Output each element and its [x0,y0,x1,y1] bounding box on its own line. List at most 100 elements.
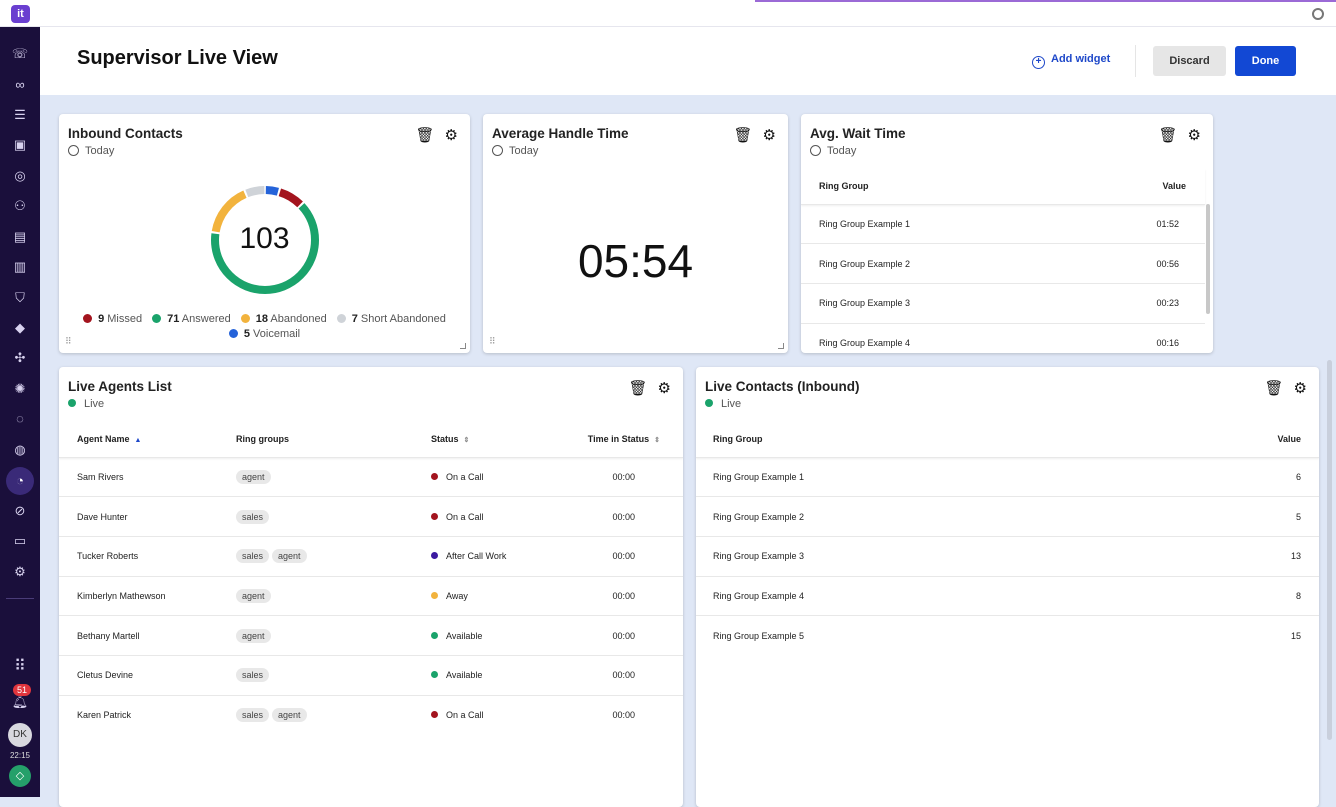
resize-handle-icon[interactable] [778,343,784,349]
widget-title: Inbound Contacts [68,126,183,141]
gear-icon[interactable]: ⚙ [657,380,671,397]
sidebar-item-shield-icon[interactable]: ⛉ [15,290,25,305]
column-header-status[interactable]: Status ⇕ [431,421,568,457]
gear-icon[interactable]: ⚙ [1187,127,1201,144]
status-cell: After Call Work [431,535,568,577]
resize-handle-icon[interactable] [460,343,466,349]
column-header-time-in-status[interactable]: Time in Status ⇕ [568,421,683,457]
broadcast-icon[interactable] [1312,8,1324,20]
sidebar-item-clipboard-icon[interactable]: ▤ [13,229,27,244]
sidebar-item-team-icon[interactable]: ⚇ [14,198,26,213]
status-dot-icon [431,671,438,679]
status-diamond-icon[interactable]: ◇ [9,765,31,787]
ring-group-cell: Ring Group Example 1 [696,456,1147,497]
ring-group-chip: sales [236,549,270,564]
sidebar-item-chat-icon[interactable]: ◌ [16,411,24,426]
ring-group-chip: agent [236,469,271,484]
drag-handle-icon[interactable]: ⠿ [65,336,72,346]
done-button[interactable]: Done [1235,46,1296,76]
value-cell: 00:56 [1080,243,1205,284]
sidebar-item-calls-icon[interactable]: ☏ [11,46,29,61]
column-header[interactable]: Ring Group [819,180,869,191]
widget-tools: 🗑︎ ⚙ [1149,126,1202,144]
sidebar-item-briefcase-icon[interactable]: ▭ [13,533,27,548]
status-cell: Available [431,615,568,656]
column-header[interactable]: Ring Group [713,433,763,444]
add-widget-button[interactable]: + Add widget [1032,53,1110,69]
table-row[interactable]: Ring Group Example 3 13 [696,535,1319,577]
table-row[interactable]: Ring Group Example 4 00:16 [801,322,1205,353]
avatar[interactable]: DK [8,723,32,747]
value-cell: 8 [1146,575,1319,616]
legend-label: Short Abandoned [360,313,446,325]
drag-handle-icon[interactable]: ⠿ [489,336,496,346]
sidebar-item-ai-icon[interactable]: ✺ [14,381,26,396]
trash-icon[interactable]: 🗑︎ [1264,380,1284,397]
column-header-agent-name[interactable]: Agent Name ▲ [59,421,236,457]
live-status: Live [705,398,741,410]
widget-title: Avg. Wait Time [810,126,906,141]
legend-item: 71 Answered [152,312,231,327]
ring-group-cell: Ring Group Example 2 [696,496,1147,537]
page-header: Supervisor Live View + Add widget Discard… [40,27,1336,95]
sidebar-item-book-icon[interactable]: ▥ [13,259,27,274]
sidebar-item-voicemail-icon[interactable]: ∞ [15,77,25,92]
sidebar-item-headset-icon[interactable]: ◎ [14,168,26,183]
trash-icon[interactable]: 🗑︎ [1158,127,1178,144]
period-label: Today [827,145,857,157]
gear-icon[interactable]: ⚙ [762,127,776,144]
live-contacts-widget: Live Contacts (Inbound) Live 🗑︎ ⚙ Ring Gr… [696,367,1319,807]
legend-count: 18 [255,313,268,325]
table-row[interactable]: Tucker Roberts sales agent After Call Work 0… [59,535,683,577]
table-row[interactable]: Dave Hunter sales On a Call 00:00 [59,496,683,537]
legend-count: 71 [167,313,180,325]
discard-button[interactable]: Discard [1153,46,1226,76]
table-row[interactable]: Cletus Devine sales Available 00:00 [59,654,683,696]
sidebar-item-compass-icon[interactable]: ⊘ [14,503,26,518]
gear-icon[interactable]: ⚙ [1293,380,1307,397]
legend-item: 7 Short Abandoned [336,312,446,327]
sidebar-item-live-view-icon[interactable]: ◔ [6,467,34,495]
period-label: Today [509,145,539,157]
plus-circle-icon: + [1032,56,1045,69]
column-header[interactable]: Value [1277,433,1301,444]
trash-icon[interactable]: 🗑︎ [415,127,435,144]
sidebar-item-analytics-icon[interactable]: ✣ [14,350,26,365]
sidebar-item-messages-icon[interactable]: ◍ [14,442,26,457]
clock-icon [68,145,79,156]
time-in-status-cell: 00:00 [568,456,683,497]
sidebar-item-settings-icon[interactable]: ⚙ [14,564,26,579]
sidebar-item-integrations-icon[interactable]: ◆ [15,320,25,335]
scrollbar[interactable] [1206,204,1210,314]
table-row[interactable]: Kimberlyn Mathewson agent Away 00:00 [59,575,683,616]
column-header[interactable]: Value [1162,180,1186,191]
gear-icon[interactable]: ⚙ [444,127,458,144]
live-label: Live [721,398,742,410]
inbound-contacts-widget: Inbound Contacts Today 🗑︎ ⚙ 103 9 Missed 7… [59,114,470,353]
table-row[interactable]: Ring Group Example 2 00:56 [801,243,1205,284]
status-label: On a Call [446,511,484,522]
trash-icon[interactable]: 🗑︎ [733,127,753,144]
table-row[interactable]: Karen Patrick sales agent On a Call 00:00 [59,694,683,735]
apps-grid-icon[interactable]: ⠿ [14,658,26,675]
sidebar-item-contacts-icon[interactable]: ▣ [13,137,27,152]
legend-item: 18 Abandoned [240,312,327,327]
bell-icon[interactable]: 🔔︎ [11,694,29,709]
agent-name-cell: Sam Rivers [59,456,236,497]
live-label: Live [84,398,105,410]
table-row[interactable]: Ring Group Example 1 01:52 [801,203,1205,244]
trash-icon[interactable]: 🗑︎ [628,380,648,397]
table-row[interactable]: Sam Rivers agent On a Call 00:00 [59,456,683,497]
sidebar-item-lists-icon[interactable]: ☰ [14,107,26,122]
sort-ascending-icon: ▲ [134,436,142,444]
table-row[interactable]: Bethany Martell agent Available 00:00 [59,615,683,656]
page-scrollbar[interactable] [1327,360,1332,740]
table-row[interactable]: Ring Group Example 3 00:23 [801,282,1205,324]
column-header-ring-groups[interactable]: Ring groups [236,433,289,444]
legend-item: 9 Missed [83,312,142,327]
inbound-donut-chart [211,186,319,294]
table-row[interactable]: Ring Group Example 5 15 [696,615,1319,656]
